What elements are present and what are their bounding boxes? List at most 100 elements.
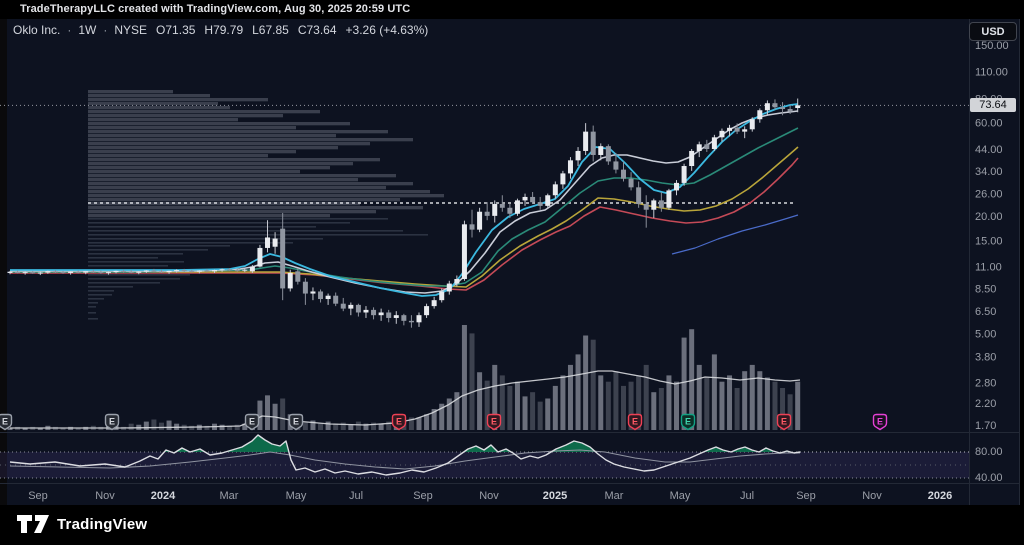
earnings-badge-red[interactable]: E [391,413,407,431]
volume-profile-row [88,114,283,118]
volume-bar [689,329,695,430]
earnings-badge-gray[interactable]: E [244,413,260,431]
earnings-shield-icon [680,413,696,431]
volume-bar [567,364,573,430]
volume-profile-row [88,186,386,190]
candle-body [90,271,96,273]
separator-dot: · [103,23,108,37]
volume-bar [302,422,308,430]
volume-profile-row [88,234,428,236]
earnings-badge-red[interactable]: E [776,413,792,431]
volume-profile-row [88,162,353,166]
volume-profile-row [88,306,96,308]
candle-body [431,300,437,307]
volume-bar [545,398,551,430]
volume-profile-row [88,238,323,240]
earnings-letter: E [685,417,691,427]
time-axis[interactable]: Sep Nov 2024 Mar May Jul Sep Nov 2025 Mar May Jul Se… [28,490,952,502]
volume-bar [128,423,134,430]
volume-bar [742,371,748,430]
volume-bar [60,427,66,430]
volume-bar [598,375,604,430]
candle-body [545,195,551,206]
candle-body [507,207,513,214]
earnings-badge-gray[interactable]: E [288,413,304,431]
ohlc-low: L67.85 [252,23,289,37]
volume-profile-layer [88,90,444,320]
volume-bar [787,394,793,430]
volume-bar [204,425,210,430]
candle-body [560,173,566,185]
volume-bar [704,377,710,430]
candle-body [643,204,649,210]
earnings-badge-gray[interactable]: E [0,413,13,431]
volume-profile-row [88,290,114,292]
exchange: NYSE [114,23,148,37]
brand-text: TradingView [57,515,148,533]
volume-bar [280,398,286,430]
earnings-letter: E [2,417,8,427]
volume-bar [636,375,642,430]
candle-body [613,161,619,170]
left-margin [0,19,7,505]
timeframe[interactable]: 1W [78,23,97,37]
candle-body [128,271,134,273]
earnings-badge-gray[interactable]: E [104,413,120,431]
price-change: +3.26 (+4.63%) [345,23,429,37]
moving-averages-layer [10,103,799,297]
ma-200-line [671,214,799,255]
footer-bar: TradingView [0,505,1024,545]
volume-bar [492,364,498,430]
volume-bar [658,388,664,430]
candle-body [477,211,483,230]
earnings-shield-icon [486,413,502,431]
volume-bar [613,371,619,430]
candle-body [711,137,717,150]
earnings-letter: E [249,417,255,427]
time-tick-label: 2024 [151,490,176,502]
price-tick-label: 44.00 [975,144,1003,156]
earnings-letter: E [632,417,638,427]
earnings-badge-future[interactable]: E [872,413,888,431]
attribution-bar: TradeTherapyLLC created with TradingView… [0,0,1024,19]
volume-bar [355,421,361,430]
time-tick-label: May [286,490,307,502]
volume-profile-row [88,218,388,220]
price-tick-label: 5.00 [975,328,996,340]
candle-body [136,271,142,273]
volume-bar [386,421,392,430]
candle-body [310,291,316,294]
volume-bar [363,423,369,430]
candle-body [143,270,149,272]
candle-body [567,160,573,174]
earnings-badge-red[interactable]: E [627,413,643,431]
candle-body [348,304,354,309]
currency-toggle[interactable]: USD [969,22,1017,41]
candle-body [658,200,664,208]
volume-bar [560,375,566,430]
volume-profile-row [88,257,158,259]
time-tick-label: Sep [28,490,48,502]
volume-bar [325,421,331,430]
volume-profile-row [88,282,160,284]
volume-profile-row [88,294,112,296]
price-tick-label: 60.00 [975,118,1003,130]
candle-body [530,196,536,203]
volume-bar [227,425,233,430]
earnings-badge-red[interactable]: E [486,413,502,431]
earnings-letter: E [293,417,299,427]
volume-bar [749,364,755,430]
time-tick-label: Jul [740,490,754,502]
volume-bar [22,427,28,430]
earnings-badge-green[interactable]: E [680,413,696,431]
candle-body [105,272,111,274]
candle-body [681,166,687,183]
volume-bar [333,423,339,430]
symbol-name[interactable]: Oklo Inc. [13,23,61,37]
candle-body [287,272,293,289]
candle-body [7,271,13,273]
tradingview-logo[interactable]: TradingView [16,514,147,534]
symbol-legend: Oklo Inc. · 1W · NYSE O71.35 H79.79 L67.… [13,23,428,37]
candle-body [219,269,225,271]
